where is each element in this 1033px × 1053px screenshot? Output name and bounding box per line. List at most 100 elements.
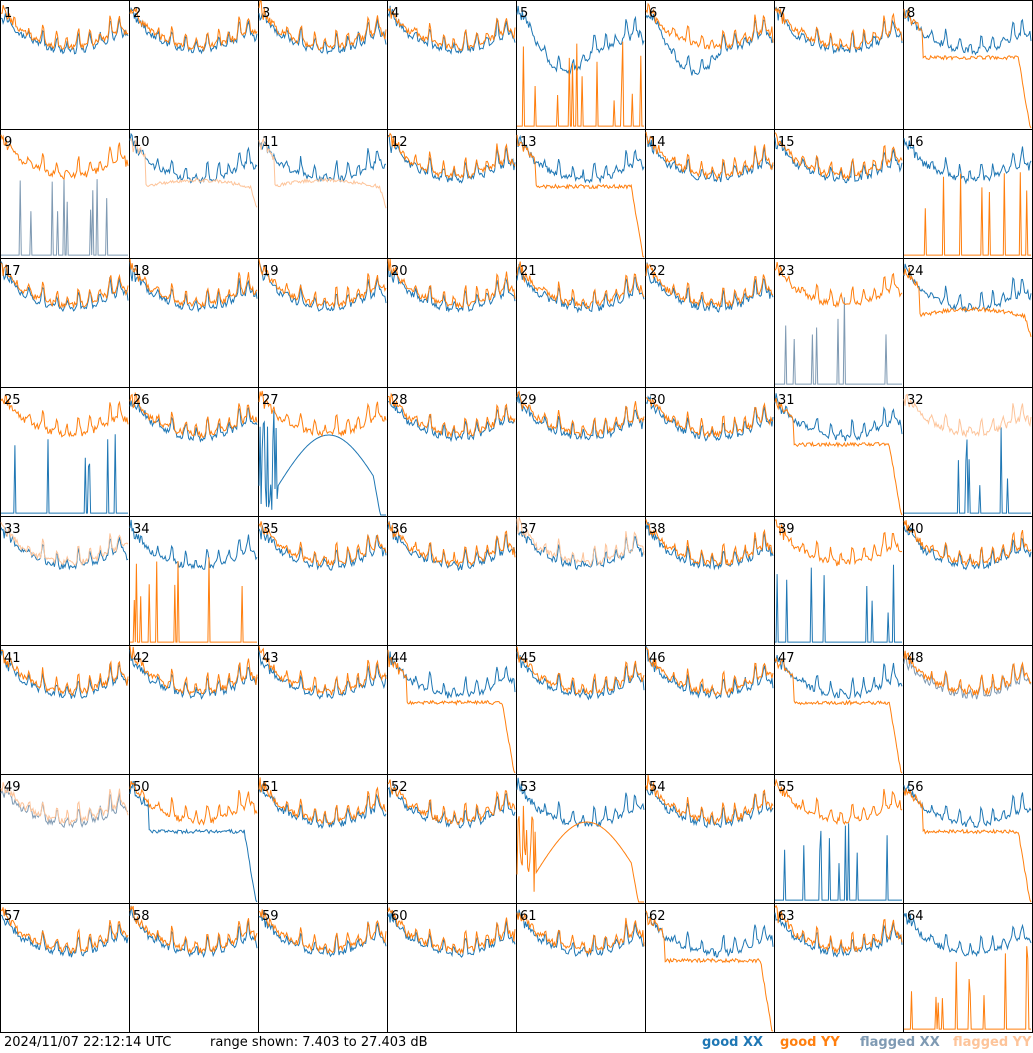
antenna-panel: 28	[387, 387, 517, 517]
panel-number: 39	[778, 522, 795, 537]
good-yy-series	[774, 904, 903, 954]
good-xx-series	[774, 137, 903, 184]
antenna-panel: 31	[774, 387, 904, 517]
panel-number: 30	[649, 393, 666, 408]
good-yy-series	[387, 520, 516, 568]
panel-number: 24	[907, 264, 924, 279]
antenna-panel: 18	[129, 258, 259, 388]
good-yy-series	[129, 6, 258, 52]
good-yy-series	[903, 267, 1032, 338]
good-xx-series	[129, 400, 258, 443]
panel-number: 58	[133, 909, 150, 924]
good-xx-series	[387, 521, 516, 572]
timestamp: 2024/11/07 22:12:14 UTC	[4, 1035, 172, 1050]
antenna-panel: 3	[258, 0, 388, 130]
panel-number: 49	[4, 780, 21, 795]
antenna-panel: 44	[387, 645, 517, 775]
panel-number: 36	[391, 522, 408, 537]
good-xx-series	[258, 12, 387, 55]
good-yy-series	[129, 645, 258, 696]
good-xx-series	[0, 649, 129, 699]
good-yy-series	[516, 646, 645, 695]
antenna-panel: 62	[645, 903, 775, 1033]
panel-frame	[903, 0, 1033, 130]
antenna-panel: 34	[129, 516, 259, 646]
panel-number: 64	[907, 909, 924, 924]
antenna-panel: 54	[645, 774, 775, 904]
good-xx-series	[516, 651, 645, 701]
flagged-yy-series	[258, 137, 387, 209]
antenna-panel: 17	[0, 258, 130, 388]
antenna-panel: 2	[129, 0, 259, 130]
panel-number: 15	[778, 135, 795, 150]
panel-number: 43	[262, 651, 279, 666]
good-yy-series	[904, 172, 1031, 256]
panel-number: 34	[133, 522, 150, 537]
flagged-yy-series	[903, 393, 1032, 438]
good-xx-series	[903, 913, 1032, 957]
antenna-panel: 16	[903, 129, 1033, 259]
good-xx-series	[0, 527, 129, 571]
antenna-panel: 35	[258, 516, 388, 646]
flagged-xx-series	[903, 655, 1032, 700]
antenna-panel: 9	[0, 129, 130, 259]
good-xx-series	[387, 651, 516, 699]
good-xx-series	[258, 410, 386, 516]
flagged-xx-series	[0, 786, 129, 829]
panel-number: 55	[778, 780, 795, 795]
good-xx-series	[258, 141, 387, 183]
good-yy-series	[0, 649, 129, 696]
antenna-panel: 40	[903, 516, 1033, 646]
panel-number: 63	[778, 909, 795, 924]
good-xx-series	[516, 5, 645, 78]
good-xx-series	[516, 523, 645, 571]
antenna-panel: 42	[129, 645, 259, 775]
good-yy-series	[129, 781, 258, 826]
antenna-panel: 14	[645, 129, 775, 259]
good-yy-series	[774, 132, 903, 180]
panel-number: 57	[4, 909, 21, 924]
panel-number: 44	[391, 651, 408, 666]
panel-number: 11	[262, 135, 279, 150]
good-xx-series	[904, 427, 1031, 514]
good-yy-series	[903, 650, 1032, 696]
good-yy-series	[903, 788, 1032, 903]
antenna-panel: 53	[516, 774, 646, 904]
good-yy-series	[387, 6, 516, 52]
good-xx-series	[645, 262, 774, 313]
antenna-panel: 15	[774, 129, 904, 259]
good-yy-series	[645, 519, 774, 567]
good-xx-series	[774, 654, 903, 700]
panel-number: 60	[391, 909, 408, 924]
panel-number: 23	[778, 264, 795, 279]
panel-number: 14	[649, 135, 666, 150]
good-xx-series	[903, 263, 1032, 313]
antenna-panel: 55	[774, 774, 904, 904]
good-yy-series	[774, 656, 903, 774]
panel-number: 41	[4, 651, 21, 666]
panel-number: 51	[262, 780, 279, 795]
panel-number: 22	[649, 264, 666, 279]
antenna-panel: 50	[129, 774, 259, 904]
panel-number: 40	[907, 522, 924, 537]
good-yy-series	[774, 262, 903, 308]
good-yy-series	[0, 262, 129, 309]
panel-frame	[774, 0, 904, 130]
antenna-panel: 41	[0, 645, 130, 775]
good-xx-series	[258, 525, 387, 571]
panel-number: 35	[262, 522, 279, 537]
antenna-panel: 39	[774, 516, 904, 646]
good-yy-series	[129, 391, 258, 440]
antenna-panel: 12	[387, 129, 517, 259]
good-xx-series	[387, 910, 516, 958]
flagged-yy-series	[129, 138, 258, 208]
good-xx-series	[129, 6, 258, 55]
footer-bar: 2024/11/07 22:12:14 UTC range shown: 7.4…	[0, 1033, 1033, 1053]
panel-number: 37	[520, 522, 537, 537]
good-yy-series	[774, 397, 903, 516]
antenna-panel: 1	[0, 0, 130, 130]
antenna-panel: 60	[387, 903, 517, 1033]
good-yy-series	[1, 4, 129, 50]
antenna-panel: 22	[645, 258, 775, 388]
